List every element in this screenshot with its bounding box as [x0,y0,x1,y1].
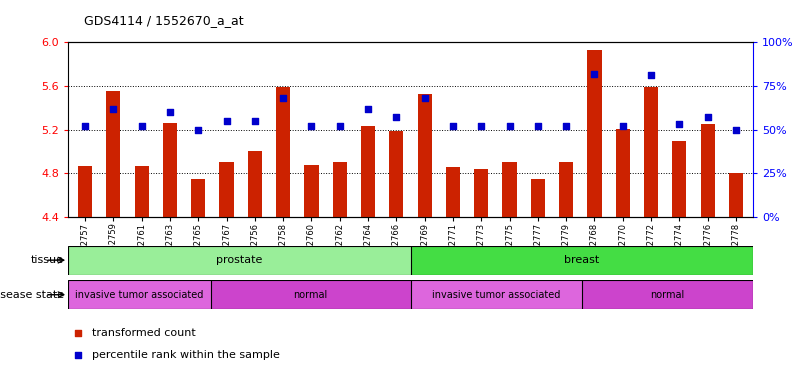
Point [616,123,629,129]
Bar [644,87,658,217]
Bar [729,173,743,217]
Point [645,72,658,78]
Text: invasive tumor associated: invasive tumor associated [75,290,203,300]
Bar [361,126,375,217]
Bar [68,246,410,275]
Point [220,118,233,124]
Point [418,95,431,101]
Text: breast: breast [564,255,599,265]
Point [277,95,290,101]
Point [78,123,91,129]
Text: disease state: disease state [0,290,64,300]
Bar [701,124,714,217]
Bar [410,280,582,309]
Bar [389,131,404,217]
Text: GDS4114 / 1552670_a_at: GDS4114 / 1552670_a_at [84,14,244,27]
Bar [332,162,347,217]
Bar [107,91,120,217]
Point [730,127,743,133]
Bar [474,169,489,217]
Point [192,127,205,133]
Text: invasive tumor associated: invasive tumor associated [432,290,561,300]
Bar [587,50,602,217]
Point [107,106,120,112]
Text: tissue: tissue [31,255,64,265]
Point [531,123,544,129]
Point [135,123,148,129]
Bar [191,179,205,217]
Bar [531,179,545,217]
Bar [219,162,234,217]
Text: prostate: prostate [216,255,263,265]
Text: percentile rank within the sample: percentile rank within the sample [92,350,280,360]
Point [475,123,488,129]
Point [497,214,510,220]
Bar [276,87,290,217]
Bar [616,129,630,217]
Point [503,123,516,129]
Text: normal: normal [293,290,328,300]
Point [163,109,176,115]
Bar [248,151,262,217]
Text: normal: normal [650,290,685,300]
Point [305,123,318,129]
Bar [559,162,574,217]
Bar [68,280,211,309]
Bar [446,167,460,217]
Point [333,123,346,129]
Point [673,121,686,127]
Point [497,14,510,20]
Point [446,123,459,129]
Bar [417,94,432,217]
Point [362,106,375,112]
Point [701,114,714,121]
Bar [211,280,410,309]
Point [248,118,261,124]
Text: transformed count: transformed count [92,328,195,338]
Bar [135,166,149,217]
Point [560,123,573,129]
Bar [78,166,92,217]
Bar [304,165,319,217]
Bar [672,141,686,217]
Bar [163,123,177,217]
Bar [410,246,753,275]
Point [588,71,601,77]
Bar [502,162,517,217]
Point [390,114,403,121]
Bar [582,280,753,309]
